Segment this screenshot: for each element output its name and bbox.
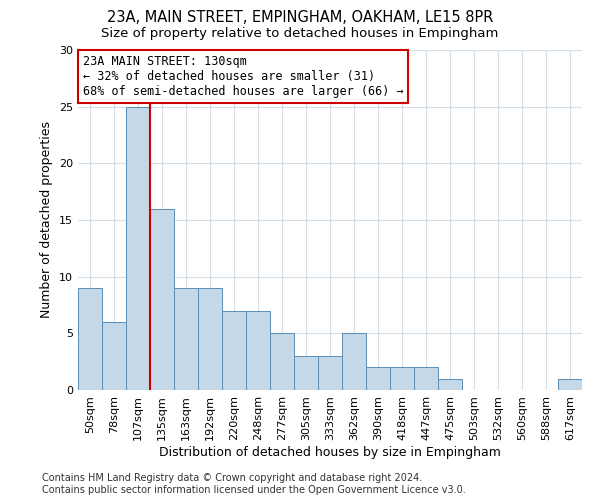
Text: Size of property relative to detached houses in Empingham: Size of property relative to detached ho… xyxy=(101,28,499,40)
Bar xyxy=(390,368,414,390)
Bar xyxy=(366,368,390,390)
Bar xyxy=(174,288,198,390)
Bar xyxy=(246,310,270,390)
Bar xyxy=(438,378,462,390)
Bar xyxy=(126,106,150,390)
Bar xyxy=(558,378,582,390)
Bar xyxy=(198,288,222,390)
Text: 23A, MAIN STREET, EMPINGHAM, OAKHAM, LE15 8PR: 23A, MAIN STREET, EMPINGHAM, OAKHAM, LE1… xyxy=(107,10,493,25)
Text: Contains HM Land Registry data © Crown copyright and database right 2024.
Contai: Contains HM Land Registry data © Crown c… xyxy=(42,474,466,495)
Bar xyxy=(222,310,246,390)
Bar xyxy=(342,334,366,390)
Bar xyxy=(270,334,294,390)
Y-axis label: Number of detached properties: Number of detached properties xyxy=(40,122,53,318)
Bar xyxy=(414,368,438,390)
Bar xyxy=(318,356,342,390)
Bar xyxy=(150,208,174,390)
Bar xyxy=(102,322,126,390)
Bar xyxy=(294,356,318,390)
Text: 23A MAIN STREET: 130sqm
← 32% of detached houses are smaller (31)
68% of semi-de: 23A MAIN STREET: 130sqm ← 32% of detache… xyxy=(83,55,404,98)
X-axis label: Distribution of detached houses by size in Empingham: Distribution of detached houses by size … xyxy=(159,446,501,458)
Bar xyxy=(78,288,102,390)
